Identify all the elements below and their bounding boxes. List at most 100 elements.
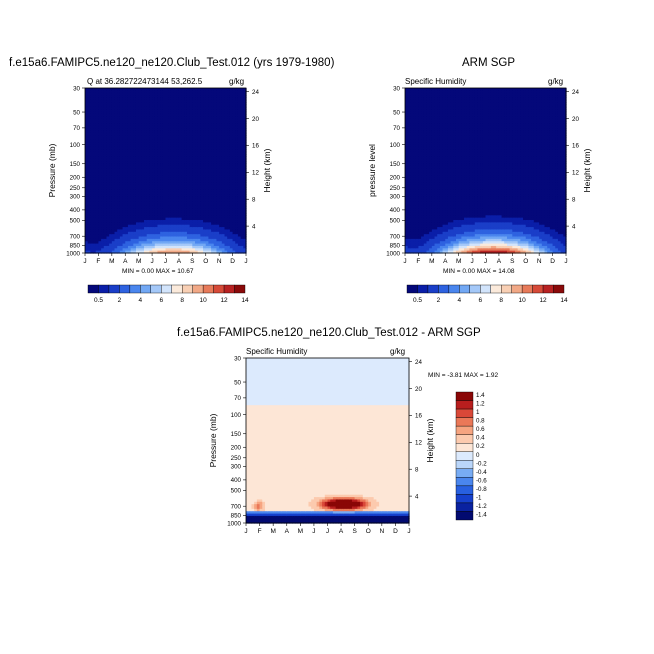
heatmap-cell (101, 170, 105, 174)
heatmap-cell (93, 210, 97, 214)
heatmap-cell (101, 187, 105, 190)
heatmap-cell (122, 130, 126, 134)
heatmap-cell (87, 196, 91, 200)
heatmap-cell (130, 106, 134, 110)
heatmap-cell (95, 236, 100, 240)
heatmap-cell (95, 165, 100, 169)
heatmap-cell (111, 123, 116, 127)
heatmap-cell (133, 170, 137, 174)
heatmap-cell (98, 231, 102, 235)
heatmap-cell (103, 205, 108, 209)
heatmap-cell (114, 97, 118, 101)
heatmap-cell (127, 149, 132, 153)
heatmap-cell (103, 201, 108, 205)
heatmap-cell (109, 179, 113, 183)
heatmap-cell (111, 179, 116, 183)
heatmap-cell (87, 104, 91, 108)
heatmap-cell (93, 149, 97, 153)
heatmap-cell (103, 106, 108, 110)
heatmap-cell (125, 179, 129, 183)
heatmap-cell (109, 224, 113, 228)
heatmap-cell (98, 201, 102, 205)
heatmap-cell (109, 163, 113, 167)
heatmap-cell (111, 97, 116, 101)
heatmap-cell (119, 156, 124, 160)
heatmap-cell (103, 203, 108, 207)
heatmap-cell (125, 158, 129, 162)
heatmap-cell (98, 243, 102, 247)
panel3-left-label: Specific Humidity (246, 347, 308, 356)
heatmap-cell (125, 168, 129, 172)
heatmap-cell (101, 158, 105, 162)
heatmap-cell (130, 205, 134, 209)
heatmap-cell (119, 95, 124, 99)
heatmap-cell (130, 170, 134, 174)
heatmap-cell (90, 116, 94, 120)
heatmap-cell (119, 106, 124, 110)
heatmap-cell (109, 168, 113, 172)
heatmap-cell (119, 175, 124, 179)
heatmap-cell (90, 123, 94, 127)
heatmap-cell (90, 227, 94, 231)
heatmap-cell (127, 203, 132, 207)
heatmap-cell (101, 229, 105, 233)
heatmap-cell (85, 208, 89, 212)
panel0-plot (85, 88, 247, 254)
heatmap-cell (85, 175, 89, 179)
heatmap-cell (111, 208, 116, 212)
heatmap-cell (130, 151, 134, 155)
heatmap-cell (101, 189, 105, 193)
heatmap-cell (119, 90, 124, 94)
heatmap-cell (90, 99, 94, 103)
heatmap-cell (90, 205, 94, 209)
heatmap-cell (130, 121, 134, 124)
heatmap-cell (101, 175, 105, 179)
heatmap-cell (103, 132, 108, 136)
heatmap-cell (101, 215, 105, 219)
heatmap-cell (85, 156, 89, 160)
heatmap-cell (109, 97, 113, 101)
heatmap-cell (90, 243, 94, 247)
heatmap-cell (109, 104, 113, 108)
heatmap-cell (127, 142, 132, 146)
heatmap-cell (117, 158, 121, 162)
y-tick-label: 300 (70, 194, 81, 201)
heatmap-cell (90, 132, 94, 136)
heatmap-cell (125, 189, 129, 193)
heatmap-cell (93, 229, 97, 233)
heatmap-cell (133, 196, 137, 200)
heatmap-cell (130, 116, 134, 120)
heatmap-cell (114, 139, 118, 143)
heatmap-cell (85, 194, 89, 198)
heatmap-cell (122, 146, 126, 150)
heatmap-cell (109, 146, 113, 150)
heatmap-cell (114, 151, 118, 155)
heatmap-cell (111, 222, 116, 226)
heatmap-cell (127, 224, 132, 228)
heatmap-cell (87, 172, 91, 176)
heatmap-cell (106, 137, 110, 141)
heatmap-cell (101, 156, 105, 160)
heatmap-cell (130, 154, 134, 157)
heatmap-cell (125, 243, 129, 247)
heatmap-cell (101, 163, 105, 167)
heatmap-cell (85, 238, 89, 242)
heatmap-cell (95, 106, 100, 110)
heatmap-cell (106, 172, 110, 176)
heatmap-cell (98, 229, 102, 233)
heatmap-cell (93, 245, 97, 249)
heatmap-cell (106, 146, 110, 150)
heatmap-cell (95, 224, 100, 228)
heatmap-cell (111, 102, 116, 106)
heatmap-cell (98, 123, 102, 127)
heatmap-cell (127, 165, 132, 169)
heatmap-cell (135, 125, 140, 129)
heatmap-cell (125, 99, 129, 103)
heatmap-cell (119, 229, 124, 233)
heatmap-cell (101, 222, 105, 226)
heatmap-cell (117, 139, 121, 143)
heatmap-cell (103, 104, 108, 108)
heatmap-cell (95, 238, 100, 242)
heatmap-cell (106, 236, 110, 240)
y-tick-label: 50 (73, 109, 80, 116)
